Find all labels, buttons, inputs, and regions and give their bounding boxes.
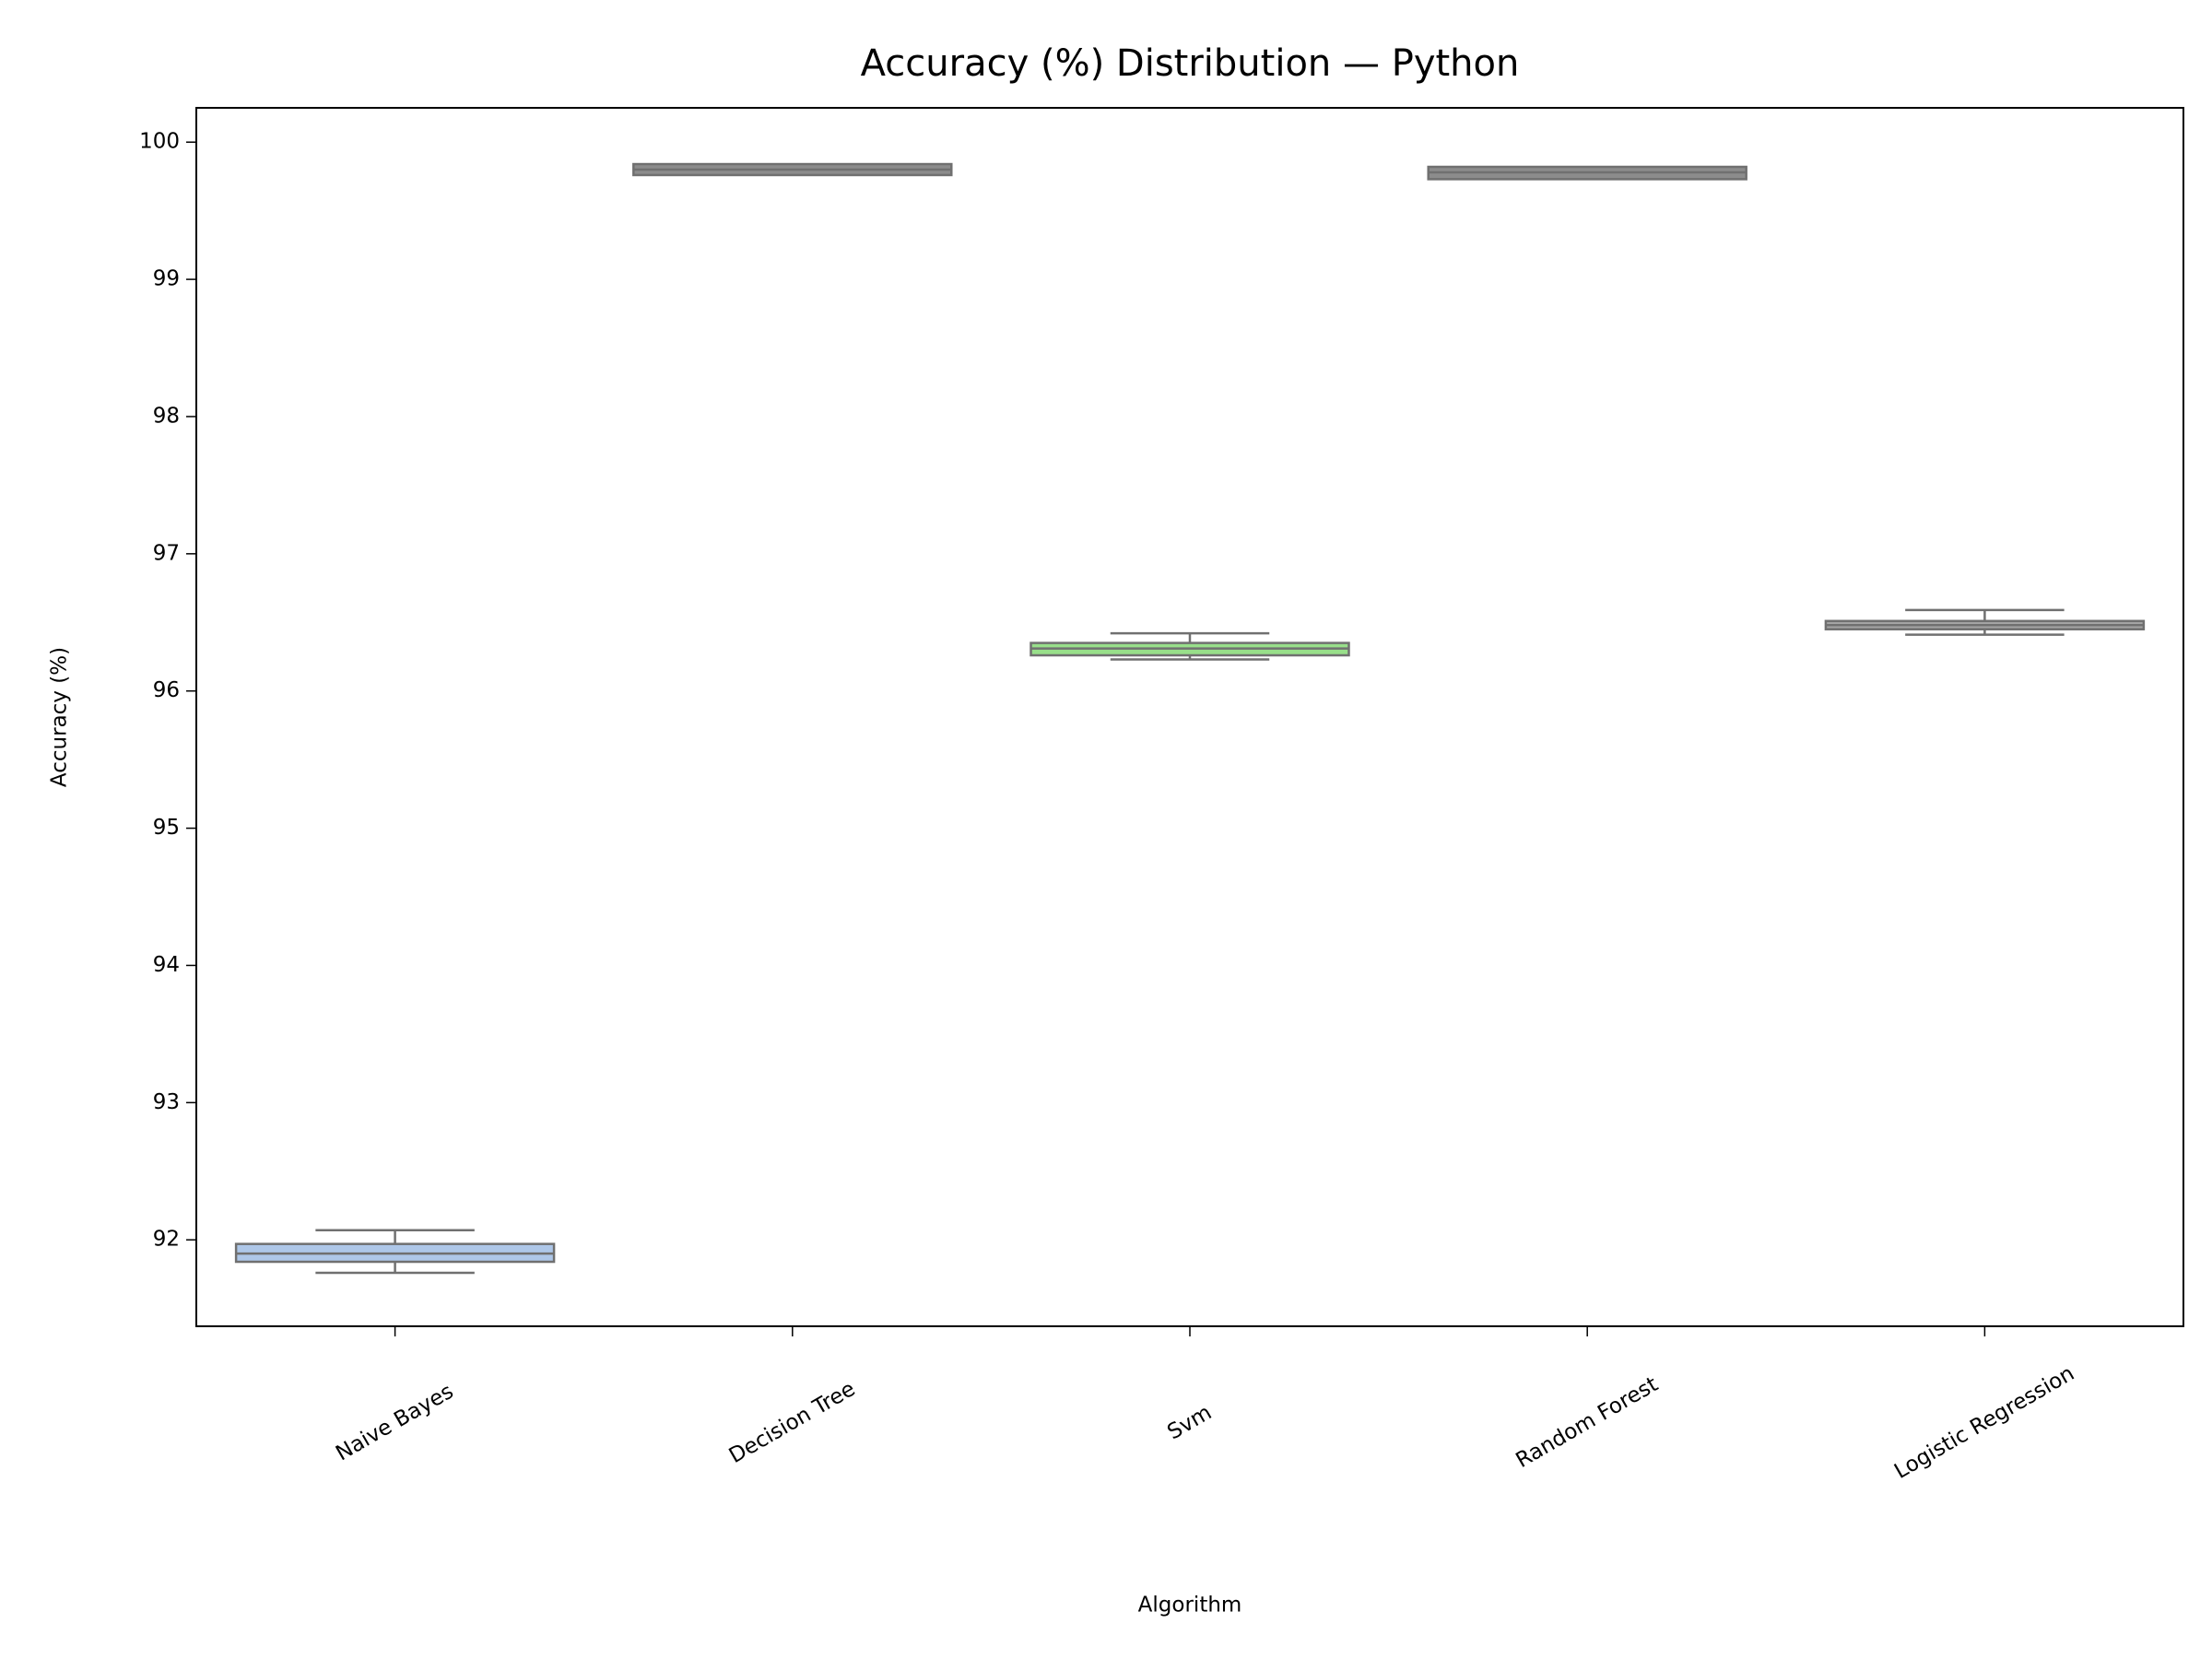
y-tick-label: 95 [153,816,180,840]
plot-frame [195,107,2184,1327]
y-tick-label: 94 [153,953,180,977]
y-tick-label: 92 [153,1228,180,1252]
y-tick-label: 97 [153,541,180,565]
y-tick-label: 96 [153,678,180,702]
y-tick-label: 99 [153,267,180,291]
y-tick-label: 93 [153,1090,180,1114]
y-tick-label: 98 [153,404,180,428]
y-axis-label: Accuracy (%) [48,647,72,787]
x-axis-label: Algorithm [1138,1594,1242,1618]
chart-title: Accuracy (%) Distribution — Python [861,42,1520,85]
y-tick-label: 100 [139,130,180,154]
